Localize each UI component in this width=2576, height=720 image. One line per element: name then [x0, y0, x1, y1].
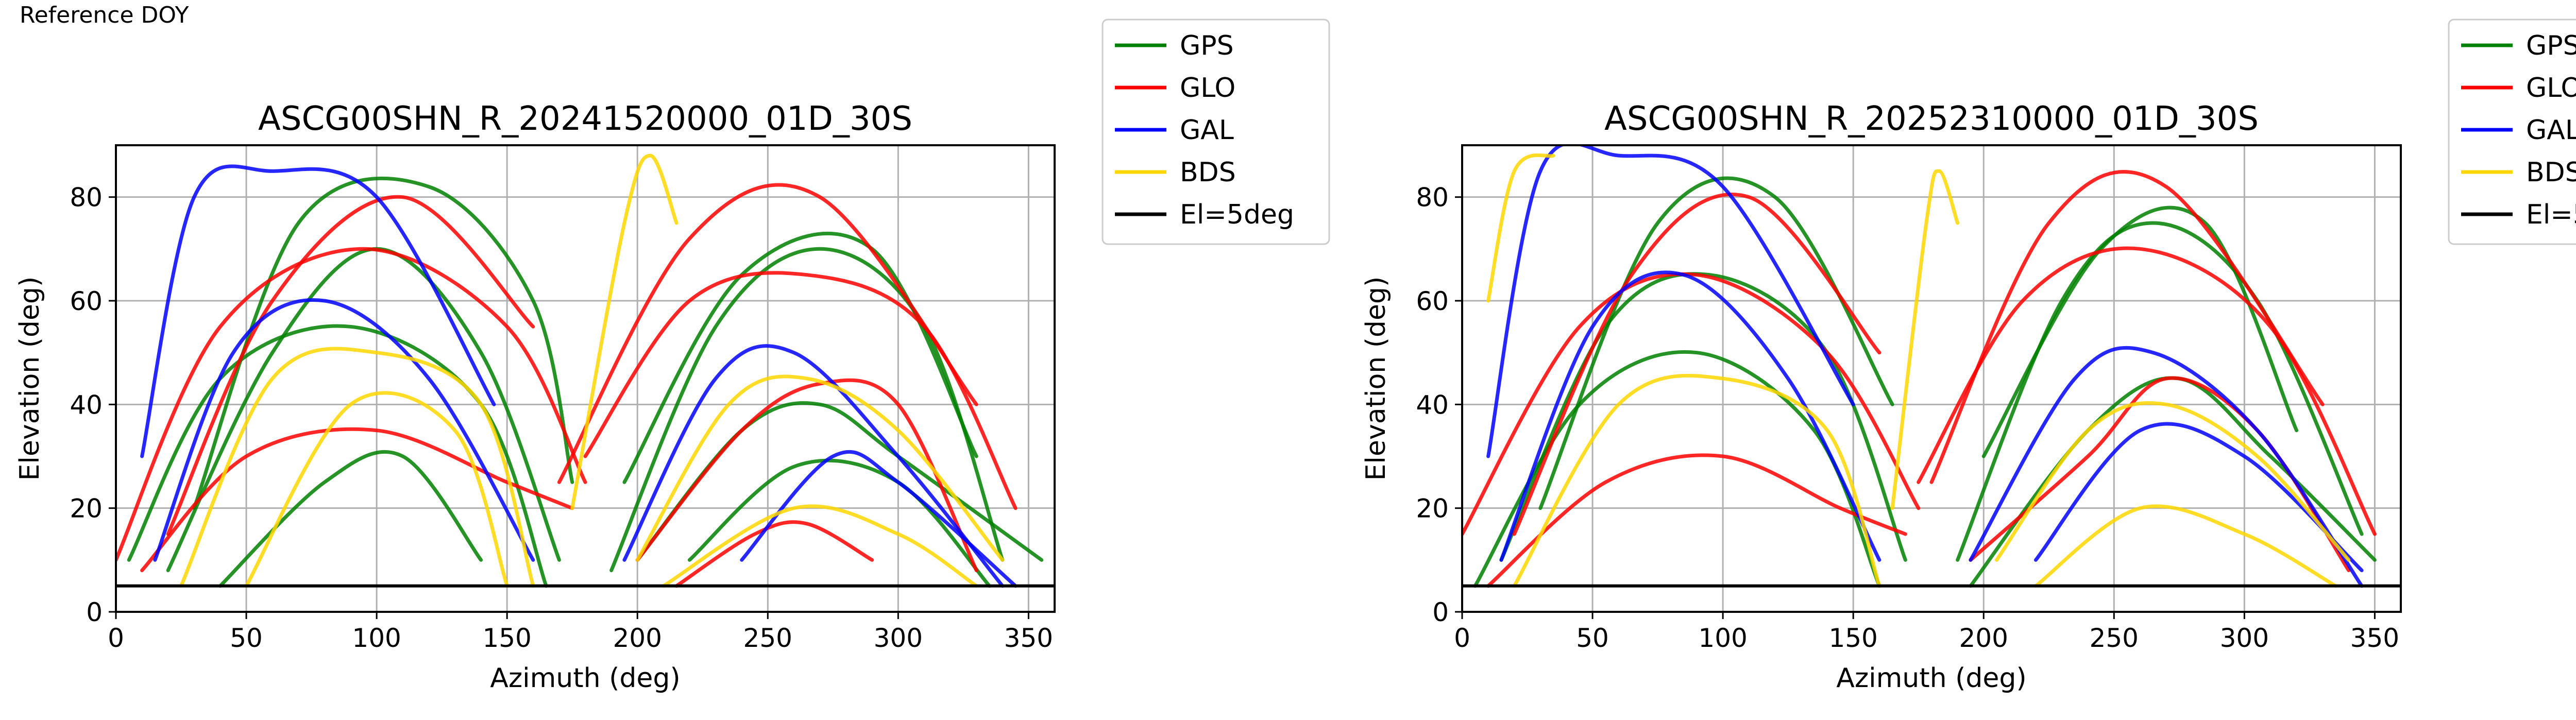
- satellite-track: [127, 324, 548, 588]
- satellite-track: [1462, 272, 1921, 536]
- satellite-track: [2033, 504, 2337, 588]
- x-tick-label: 50: [230, 623, 263, 653]
- satellite-track: [166, 195, 535, 536]
- x-tick-label: 50: [1576, 623, 1609, 653]
- x-tick-label: 250: [743, 623, 792, 653]
- satellite-track: [1499, 272, 1907, 562]
- legend-label: El=5deg: [2526, 199, 2576, 230]
- legend-label: GLO: [2526, 73, 2576, 104]
- y-tick-label: 0: [1432, 597, 1449, 627]
- satellite-track: [140, 164, 496, 458]
- legend-label: GPS: [2526, 30, 2576, 61]
- satellite-track: [244, 391, 509, 588]
- series-bds: [179, 153, 1005, 588]
- y-tick-label: 60: [1416, 286, 1449, 316]
- satellite-track: [140, 427, 574, 572]
- x-axis-label: Azimuth (deg): [490, 663, 680, 694]
- x-tick-label: 350: [1004, 623, 1053, 653]
- legend: GPS GLO GAL BDS El=5deg: [1101, 19, 1330, 245]
- figure-label: Reference DOY: [20, 2, 189, 28]
- x-tick-label: 0: [108, 623, 124, 653]
- series-gal: [140, 164, 1018, 588]
- satellite-track: [622, 344, 1005, 588]
- legend-label: GAL: [2526, 115, 2576, 146]
- series-marks: [116, 153, 1044, 588]
- satellite-track: [1512, 373, 1882, 588]
- legend-label: BDS: [2526, 157, 2576, 188]
- series-bds: [1486, 153, 2351, 588]
- satellite-track: [662, 504, 978, 588]
- legend-label: El=5deg: [1180, 199, 1294, 230]
- y-axis-label: Elevation (deg): [1361, 277, 1392, 481]
- satellite-track: [583, 271, 1018, 510]
- satellite-track: [1486, 453, 1907, 588]
- y-tick-label: 0: [86, 597, 103, 627]
- chart-title: ASCG00SHN_R_20252310000_01D_30S: [1604, 100, 2259, 138]
- x-tick-label: 300: [2220, 623, 2269, 653]
- series-glo: [116, 183, 1018, 588]
- satellite-track: [1499, 270, 1882, 562]
- satellite-track: [622, 232, 978, 484]
- satellite-track: [1929, 169, 2325, 484]
- x-tick-label: 150: [1828, 623, 1877, 653]
- satellite-track: [1486, 153, 1555, 303]
- x-tick-label: 350: [2350, 623, 2399, 653]
- satellite-track: [687, 458, 991, 588]
- y-axis-label: Elevation (deg): [14, 277, 45, 481]
- satellite-track: [740, 450, 1018, 588]
- satellite-track: [218, 450, 483, 588]
- satellite-track: [1486, 145, 1855, 458]
- x-tick-label: 250: [2090, 623, 2139, 653]
- x-tick-label: 150: [482, 623, 531, 653]
- y-tick-label: 20: [1416, 494, 1449, 524]
- satellite-track: [1981, 205, 2299, 458]
- y-tick-label: 80: [1416, 183, 1449, 213]
- x-tick-label: 200: [613, 623, 662, 653]
- axes-frame: [1461, 144, 2402, 613]
- y-tick-label: 60: [70, 286, 103, 316]
- x-tick-label: 0: [1454, 623, 1470, 653]
- legend-box: [1101, 19, 1330, 245]
- satellite-track: [1969, 346, 2364, 588]
- legend-box: [2448, 19, 2576, 245]
- satellite-track: [1512, 193, 1882, 536]
- chart-panel-1: ASCG00SHN_R_20241520000_01D_30S 0 50 100 150…: [14, 19, 1330, 694]
- x-tick-label: 100: [1698, 623, 1747, 653]
- y-tick-label: 40: [70, 390, 103, 420]
- axes-frame: [115, 144, 1056, 613]
- chart-title: ASCG00SHN_R_20241520000_01D_30S: [258, 100, 912, 138]
- satellite-track: [674, 520, 874, 588]
- satellite-track: [557, 183, 978, 484]
- satellite-track: [153, 298, 535, 562]
- satellite-track: [116, 247, 587, 562]
- legend-label: GPS: [1180, 30, 1234, 61]
- satellite-track: [635, 374, 1005, 562]
- x-tick-label: 300: [874, 623, 923, 653]
- satellite-track: [1890, 169, 1960, 510]
- y-tick-label: 20: [70, 494, 103, 524]
- x-tick-label: 200: [1959, 623, 2008, 653]
- chart-panels: ASCG00SHN_R_20241520000_01D_30S 0 50 100 150…: [14, 19, 2576, 694]
- chart-panel-2: ASCG00SHN_R_20252310000_01D_30S 0 50 100 150…: [1361, 19, 2576, 694]
- x-tick-label: 100: [352, 623, 401, 653]
- y-tick-label: 80: [70, 183, 103, 213]
- series-marks: [1462, 145, 2377, 588]
- satellite-track: [570, 153, 679, 510]
- satellite-track: [179, 347, 535, 588]
- legend-label: GLO: [1180, 73, 1235, 104]
- legend-label: GAL: [1180, 115, 1234, 146]
- y-tick-label: 40: [1416, 390, 1449, 420]
- satellite-track: [1956, 221, 2364, 562]
- series-glo: [1462, 169, 2377, 588]
- satellite-track: [1995, 401, 2351, 562]
- x-axis-label: Azimuth (deg): [1836, 663, 2026, 694]
- legend: GPS GLO GAL BDS El=5deg: [2448, 19, 2576, 245]
- legend-label: BDS: [1180, 157, 1236, 188]
